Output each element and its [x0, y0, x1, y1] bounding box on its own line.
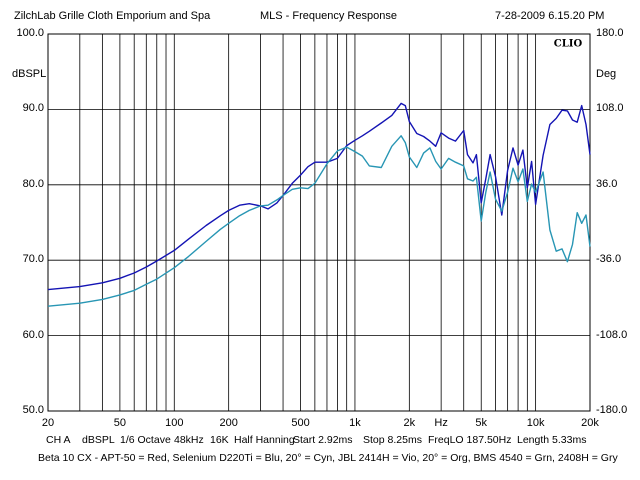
footer-field: 16K — [210, 434, 229, 446]
footer-field: 1/6 Octave — [120, 434, 171, 446]
y-tick-label: 60.0 — [22, 328, 44, 341]
series-line-cyan — [47, 135, 591, 307]
plot-frame — [47, 33, 591, 412]
x-tick-label: 200 — [219, 417, 238, 429]
y-tick-label: 90.0 — [22, 102, 44, 115]
y-tick-label: 80.0 — [22, 177, 44, 190]
y2-tick-label: 108.0 — [596, 102, 624, 115]
x-tick-label: Hz — [434, 417, 448, 429]
y2-tick-label: 180.0 — [596, 27, 624, 39]
x-tick-label: 500 — [291, 417, 310, 429]
header-left: ZilchLab Grille Cloth Emporium and Spa — [14, 10, 211, 22]
x-tick-label: 2k — [403, 417, 416, 429]
series-line-blue — [47, 102, 591, 291]
x-tick-label: 50 — [113, 417, 127, 429]
y-tick-label: 70.0 — [22, 253, 44, 266]
footer-field: Length 5.33ms — [517, 434, 587, 446]
chart-title: MLS - Frequency Response — [260, 10, 397, 22]
x-tick-label: 20k — [581, 417, 599, 429]
x-tick-label: 100 — [165, 417, 184, 429]
x-tick-label: 20 — [41, 417, 55, 429]
y-tick-label: 100.0 — [16, 27, 44, 39]
header-right: 7-28-2009 6.15.20 PM — [495, 10, 605, 22]
footer-field: FreqLO 187.50Hz — [428, 434, 512, 446]
y2-tick-label: 36.0 — [596, 177, 618, 190]
footer-field: Start 2.92ms — [293, 434, 353, 446]
x-tick-label: 1k — [349, 417, 361, 429]
clio-logo: CLIO — [554, 39, 583, 50]
footer-field: 48kHz — [174, 434, 204, 446]
y-tick-label: 50.0 — [22, 404, 44, 416]
y2-tick-label: -108.0 — [596, 328, 628, 341]
footer-field: Stop 8.25ms — [363, 434, 422, 446]
legend-description: Beta 10 CX - APT-50 = Red, Selenium D220… — [38, 452, 618, 464]
footer-field: Half Hanning — [234, 434, 295, 446]
y2-tick-label: -180.0 — [596, 404, 628, 416]
y2-tick-label: -36.0 — [596, 253, 622, 266]
x-tick-label: 10k — [526, 417, 545, 429]
footer-field: CH A — [46, 434, 71, 446]
y-axis-label: dBSPL — [12, 68, 47, 80]
x-tick-label: 5k — [475, 417, 488, 429]
clio-logo-bg — [548, 36, 588, 49]
footer-field: dBSPL — [82, 434, 115, 446]
y2-axis-label: Deg — [596, 68, 617, 80]
